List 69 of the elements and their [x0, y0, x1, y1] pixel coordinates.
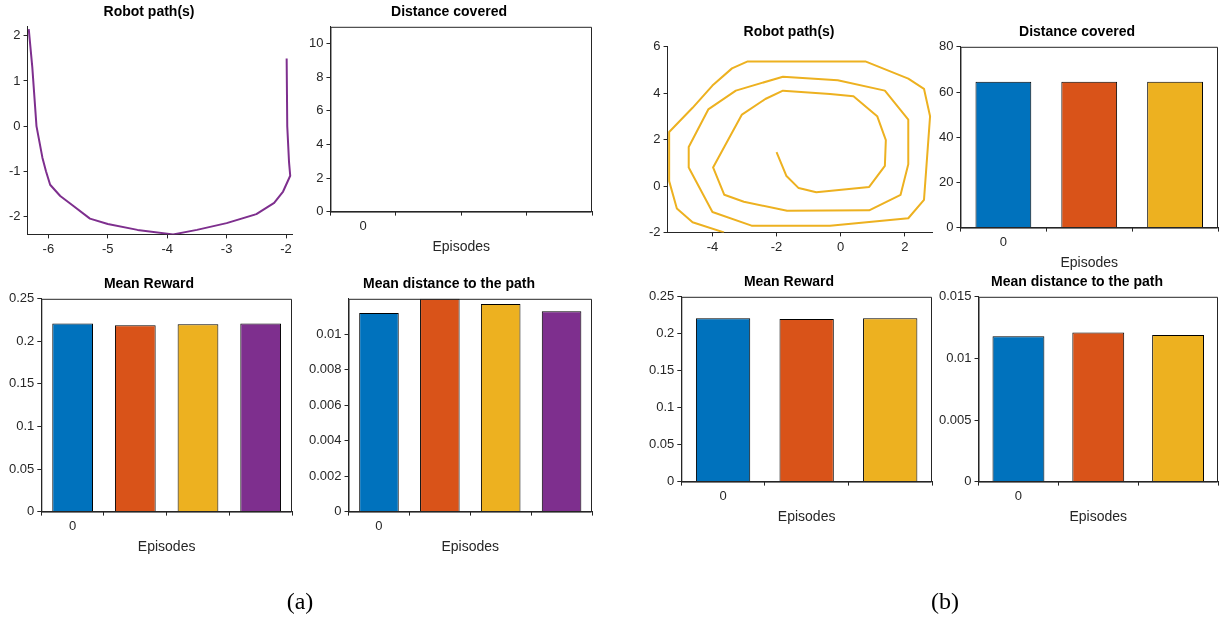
chart-title: Robot path(s)	[743, 23, 835, 40]
chart-title: Distance covered	[391, 3, 507, 20]
y-tick-label: 0.002	[308, 467, 342, 483]
y-tick-label: 2	[13, 27, 21, 43]
x-axis-title: Episodes	[777, 508, 836, 525]
x-axis-title: Episodes	[441, 538, 500, 555]
y-tick-label: 0.01	[316, 325, 342, 341]
y-tick-label: 0	[334, 503, 342, 519]
y-tick-label: 0.004	[308, 432, 342, 448]
y-tick-label: -1	[9, 162, 21, 178]
x-axis-title: Episodes	[1069, 508, 1128, 525]
y-tick-label: 0.008	[308, 361, 342, 377]
x-tick-label: -4	[706, 238, 719, 254]
y-tick-label: 6	[653, 38, 661, 54]
y-tick-label: 0	[316, 203, 324, 219]
x-axis-title: Episodes	[137, 538, 196, 555]
y-tick-label: 0.05	[8, 460, 35, 476]
y-tick-label: 0.1	[656, 399, 675, 415]
x-tick-label: -3	[220, 240, 233, 256]
y-tick-label: 8	[316, 68, 324, 84]
x-tick-label: 2	[901, 238, 909, 254]
y-tick-label: 60	[938, 83, 954, 99]
y-tick-label: -2	[9, 207, 21, 223]
y-tick-label: 0.15	[648, 362, 675, 378]
chart-title: Mean Reward	[743, 273, 835, 290]
y-tick-label: 0.2	[656, 325, 675, 341]
y-tick-label: 4	[653, 84, 661, 100]
y-tick-label: 0.2	[16, 332, 35, 348]
x-tick-label: -5	[102, 240, 114, 256]
text: (a)	[286, 588, 314, 615]
x-tick-label: 0	[837, 238, 845, 254]
y-tick-label: 0.005	[938, 411, 972, 427]
y-tick-label: 0	[27, 503, 35, 519]
y-tick-label: 0.015	[938, 288, 972, 304]
y-tick-label: 80	[938, 38, 954, 54]
y-tick-label: -2	[649, 223, 661, 239]
y-tick-label: 0	[964, 473, 972, 489]
text: (b)	[931, 588, 959, 615]
chart-title: Mean distance to the path	[363, 275, 535, 292]
x-tick-label: -6	[42, 240, 55, 256]
chart-title: Robot path(s)	[103, 3, 195, 20]
chart-title: Mean Reward	[103, 275, 195, 292]
y-tick-label: 0	[13, 117, 21, 133]
y-tick-label: 10	[308, 35, 324, 51]
x-axis-title: Episodes	[432, 238, 491, 255]
y-tick-label: 0.1	[16, 418, 35, 434]
x-tick-label: -4	[161, 240, 173, 256]
y-tick-label: 0.25	[648, 288, 675, 304]
y-tick-label: 0.006	[308, 396, 342, 412]
y-tick-label: 2	[653, 131, 661, 147]
y-tick-label: 40	[938, 128, 954, 144]
y-tick-label: 4	[316, 135, 324, 151]
chart-title: Distance covered	[1019, 23, 1135, 40]
x-tick-label: -2	[280, 240, 292, 256]
y-tick-label: 0	[946, 219, 954, 235]
y-tick-label: 6	[316, 102, 324, 118]
y-tick-label: 0.15	[8, 375, 35, 391]
y-tick-label: 20	[938, 173, 954, 189]
y-tick-label: 0	[667, 473, 675, 489]
y-tick-label: 0.05	[648, 436, 675, 452]
y-tick-label: 2	[316, 169, 324, 185]
y-tick-label: 0.25	[8, 290, 35, 306]
x-axis-title: Episodes	[1060, 254, 1119, 271]
x-tick-label: 0	[999, 233, 1007, 249]
y-tick-label: 1	[13, 72, 21, 88]
chart-title: Mean distance to the path	[991, 273, 1163, 290]
y-tick-label: 0	[653, 177, 661, 193]
x-tick-label: -2	[770, 238, 783, 254]
y-tick-label: 0.01	[946, 349, 972, 365]
